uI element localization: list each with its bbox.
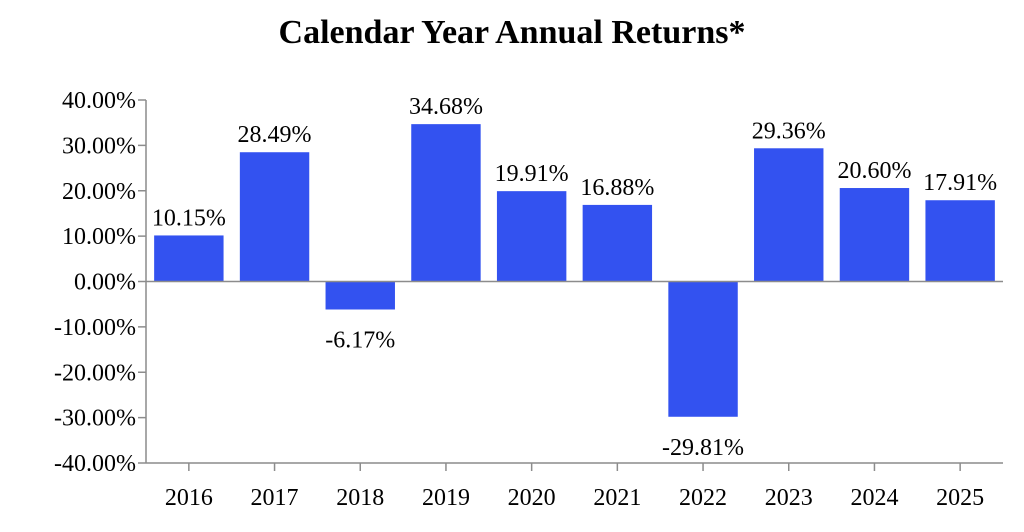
x-tick-label: 2020	[508, 485, 556, 511]
y-tick-label: -40.00%	[54, 451, 136, 477]
x-tick-label: 2016	[165, 485, 213, 511]
bar-2022	[668, 281, 738, 417]
x-tick-label: 2017	[251, 485, 299, 511]
bar-2020	[496, 191, 567, 282]
y-tick-label: 30.00%	[62, 133, 136, 159]
bar-2025	[925, 200, 995, 282]
bar-2023	[754, 148, 824, 282]
x-tick-label: 2018	[336, 485, 384, 511]
y-tick-label: -10.00%	[54, 315, 136, 341]
data-label: 34.68%	[409, 94, 483, 120]
y-tick-label: 10.00%	[62, 224, 136, 250]
bar-2019	[411, 124, 481, 282]
bar-2018	[325, 281, 395, 310]
x-tick-label: 2019	[422, 485, 470, 511]
y-tick-label: -30.00%	[54, 406, 136, 432]
x-tick-label: 2024	[850, 485, 898, 511]
bar-2021	[582, 204, 653, 282]
x-tick-label: 2022	[679, 485, 727, 511]
data-label: 20.60%	[837, 158, 911, 184]
data-label: 28.49%	[238, 122, 312, 148]
data-label: 19.91%	[495, 161, 569, 187]
bar-2016	[154, 235, 224, 282]
y-tick-label: 20.00%	[62, 179, 136, 205]
x-tick-label: 2023	[765, 485, 813, 511]
x-tick-label: 2025	[936, 485, 984, 511]
x-tick-label: 2021	[593, 485, 641, 511]
bar-2017	[239, 152, 310, 282]
y-tick-label: 0.00%	[74, 270, 136, 296]
y-tick-label: -20.00%	[54, 360, 136, 386]
data-label: 16.88%	[580, 175, 654, 201]
data-label: 17.91%	[923, 170, 997, 196]
data-label: -29.81%	[662, 435, 744, 461]
data-label: 10.15%	[152, 205, 226, 231]
bar-2024	[839, 188, 910, 282]
data-label: 29.36%	[752, 118, 826, 144]
y-tick-label: 40.00%	[62, 88, 136, 114]
data-label: -6.17%	[325, 327, 395, 353]
chart-title: Calendar Year Annual Returns*	[278, 14, 746, 51]
